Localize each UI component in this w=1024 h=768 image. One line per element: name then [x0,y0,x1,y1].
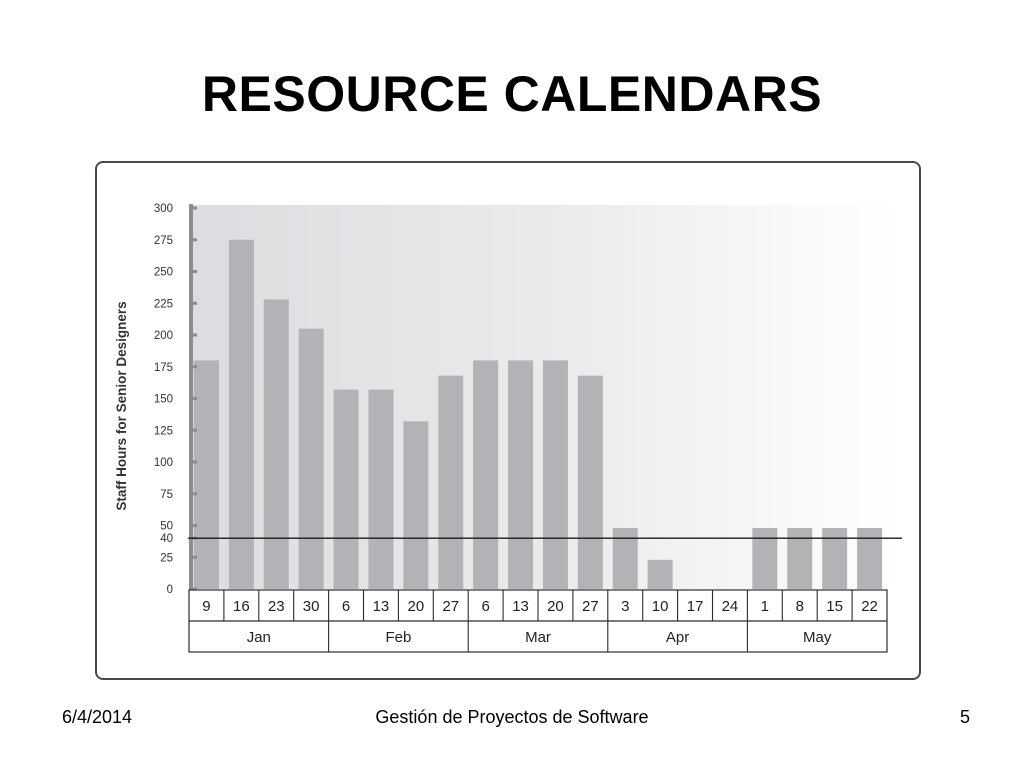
y-tick-mark-250 [191,270,197,273]
bar-4 [333,389,359,589]
bar-1 [228,239,254,589]
footer-date: 6/4/2014 [62,707,133,727]
y-tick-label-125: 125 [154,425,173,437]
bar-11 [577,375,603,589]
bar-19 [857,528,883,589]
y-tick-label-275: 275 [154,235,173,247]
bar-10 [542,360,568,589]
week-label-4: 6 [342,598,350,615]
week-label-5: 13 [373,598,390,615]
y-axis: 0 25 50 75 100 125 150 175 200 225 250 275 300 40 [154,203,197,596]
week-label-8: 6 [481,598,489,615]
y-tick-label-250: 250 [154,267,173,279]
bar-6 [403,421,429,589]
week-label-19: 22 [861,598,878,615]
y-tick-label-75: 75 [160,489,173,501]
week-label-11: 27 [582,598,599,615]
y-tick-mark-125 [191,428,197,432]
week-label-7: 27 [442,598,459,615]
bar-7 [438,375,464,589]
week-label-12: 3 [621,598,629,615]
month-label-apr: Apr [666,629,689,646]
y-tick-label-225: 225 [154,298,173,310]
bar-9 [508,360,534,589]
week-label-16: 1 [761,598,769,615]
week-label-14: 17 [687,598,704,615]
y-tick-mark-225 [191,301,197,305]
y-tick-mark-75 [191,492,197,496]
week-label-2: 23 [268,598,285,615]
bar-16 [752,528,778,589]
month-label-mar: Mar [525,629,551,646]
week-label-0: 9 [202,598,210,615]
bar-5 [368,389,394,589]
y-tick-label-40: 40 [160,533,173,545]
week-label-13: 10 [652,598,669,615]
footer-title: Gestión de Proyectos de Software [375,707,649,727]
x-axis-date-table: 9 16 23 30 6 13 20 27 6 13 20 27 3 10 17 24 1 8 15 22 Jan Feb… [188,589,888,653]
y-tick-label-25: 25 [160,552,173,564]
month-label-jan: Jan [247,629,271,646]
y-tick-mark-50 [191,524,197,527]
month-label-feb: Feb [385,629,411,646]
y-tick-label-0: 0 [167,584,173,596]
y-tick-mark-300 [191,206,197,210]
week-label-15: 24 [722,598,739,615]
y-tick-label-50: 50 [160,521,173,533]
bar-3 [298,328,324,589]
y-tick-label-150: 150 [154,394,173,406]
week-label-17: 8 [796,598,804,615]
y-tick-mark-275 [191,238,197,242]
bar-17 [787,528,813,589]
week-label-1: 16 [233,598,250,615]
y-tick-mark-200 [191,333,197,337]
week-label-3: 30 [303,598,320,615]
y-tick-label-200: 200 [154,330,173,342]
week-label-9: 13 [512,598,529,615]
bar-2 [263,299,289,589]
month-label-may: May [803,629,832,646]
bar-8 [473,360,499,589]
y-tick-mark-175 [191,365,197,369]
y-tick-label-100: 100 [154,457,173,469]
y-tick-mark-25 [191,555,197,559]
week-label-10: 20 [547,598,564,615]
y-axis-label: Staff Hours for Senior Designers [114,301,129,510]
page-number: 5 [959,707,970,727]
y-tick-mark-0 [191,587,197,591]
slide-title: RESOURCE CALENDARS [201,66,823,122]
week-label-6: 20 [408,598,425,615]
bar-12 [612,528,638,589]
y-tick-mark-150 [191,397,197,400]
y-tick-mark-100 [191,460,197,464]
y-tick-label-175: 175 [154,362,173,374]
bar-13 [647,559,673,589]
bar-0 [193,360,219,589]
bar-18 [822,528,848,589]
y-tick-label-300: 300 [154,203,173,215]
week-label-18: 15 [826,598,843,615]
bars-layer [193,239,883,589]
